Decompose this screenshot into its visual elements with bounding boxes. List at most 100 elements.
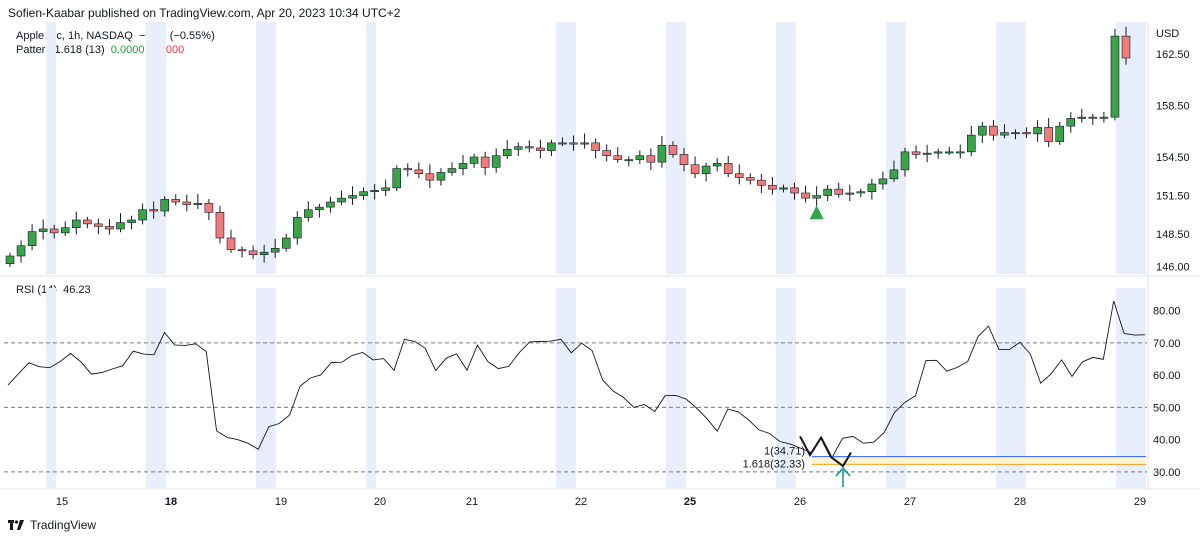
candle-body	[83, 219, 92, 225]
candle-body	[768, 184, 777, 190]
candle-body	[304, 209, 313, 218]
candle-body	[558, 142, 567, 145]
candle-body	[790, 187, 799, 194]
tradingview-brand: TradingView	[30, 518, 97, 532]
session-band-rsi	[556, 288, 576, 488]
candle-body	[878, 178, 888, 185]
rsi-tick-label: 60.00	[1153, 370, 1181, 382]
candle-body	[491, 155, 501, 168]
rsi-line	[7, 300, 1146, 459]
candle-body	[989, 125, 998, 136]
candle-body	[580, 142, 589, 145]
candle-body	[613, 155, 623, 160]
candle-body	[1121, 35, 1131, 59]
candle-body	[5, 255, 15, 265]
session-band-price	[1116, 22, 1146, 274]
candle-body	[635, 155, 645, 160]
fib-level-1618-label: 1.618(32.33)	[743, 458, 805, 470]
time-tick-label: 28	[1014, 496, 1026, 508]
time-tick-label: 21	[466, 496, 478, 508]
currency-label: USD	[1156, 28, 1179, 40]
candle-body	[690, 164, 700, 175]
session-band-price	[556, 22, 576, 274]
time-tick-label: 15	[56, 496, 68, 508]
candle-body	[370, 190, 379, 193]
candle-body	[237, 249, 247, 252]
candle-body	[1011, 132, 1020, 135]
candle-body	[127, 219, 136, 223]
candle-body	[436, 172, 446, 181]
session-band-price	[146, 22, 166, 274]
pattern-signal-marker	[809, 205, 824, 220]
price-tick-label: 154.50	[1156, 152, 1190, 164]
candle-body	[723, 163, 733, 175]
candle-body	[657, 145, 667, 163]
candle-body	[856, 191, 866, 194]
session-band-price	[46, 22, 56, 274]
candle-body	[569, 142, 578, 145]
candle-body	[967, 134, 976, 153]
candle-body	[149, 209, 158, 212]
candle-body	[812, 195, 821, 199]
candle-body	[889, 169, 899, 180]
candle-body	[1044, 127, 1053, 142]
symbol-name: Apple Inc, 1h, NASDAQ	[16, 30, 133, 42]
session-band-price	[776, 22, 796, 274]
candle-body	[900, 151, 910, 171]
session-band-rsi	[366, 288, 376, 488]
session-band-rsi	[776, 288, 796, 488]
candle-body	[1088, 116, 1098, 119]
time-tick-label: 19	[275, 496, 287, 508]
candle-body	[94, 223, 103, 227]
candle-body	[72, 219, 81, 229]
pattern-label: Pattern 1.618 (13)	[16, 44, 105, 56]
candle-body	[746, 177, 755, 181]
session-band-price	[886, 22, 906, 274]
candle-body	[1033, 127, 1042, 135]
time-tick-label: 20	[374, 496, 386, 508]
candle-body	[1055, 125, 1064, 142]
candle-body	[679, 154, 689, 166]
candle-body	[712, 163, 722, 167]
candle-body	[49, 228, 59, 234]
candle-body	[447, 168, 457, 173]
time-tick-label: 22	[575, 496, 587, 508]
candle-body	[270, 247, 280, 253]
candle-body	[801, 192, 810, 199]
price-tick-label: 146.00	[1156, 261, 1190, 273]
candle-body	[978, 125, 987, 136]
pattern-value-1: 0.0000	[110, 44, 145, 56]
price-tick-label: 158.50	[1156, 101, 1190, 113]
fib-level-1-label: 1(34.71)	[764, 446, 805, 458]
candle-body	[469, 156, 479, 164]
candle-body	[933, 151, 943, 154]
candle-body	[105, 226, 114, 230]
candle-body	[381, 187, 390, 191]
candle-body	[1000, 132, 1009, 136]
session-band-rsi	[46, 288, 56, 488]
candle-body	[845, 192, 855, 195]
candle-body	[138, 209, 147, 221]
candle-body	[823, 188, 832, 196]
candle-body	[281, 237, 291, 249]
tradingview-footer[interactable]: TradingView	[8, 518, 96, 532]
candle-body	[646, 155, 656, 163]
candle-body	[458, 163, 468, 169]
session-band-price	[366, 22, 376, 274]
candle-body	[834, 188, 843, 195]
session-band-rsi	[886, 288, 906, 488]
buy-arrow-icon	[835, 466, 851, 487]
candle-body	[160, 199, 169, 212]
candle-body	[359, 191, 368, 196]
candle-body	[315, 206, 324, 211]
candle-body	[215, 211, 225, 239]
candle-body	[403, 168, 413, 171]
rsi-tick-label: 80.00	[1153, 306, 1181, 318]
time-tick-label: 26	[794, 496, 806, 508]
session-band-rsi	[1116, 288, 1146, 488]
session-band-price	[256, 22, 276, 274]
candle-body	[259, 251, 269, 256]
session-band-rsi	[996, 288, 1026, 488]
candle-body	[525, 146, 534, 149]
